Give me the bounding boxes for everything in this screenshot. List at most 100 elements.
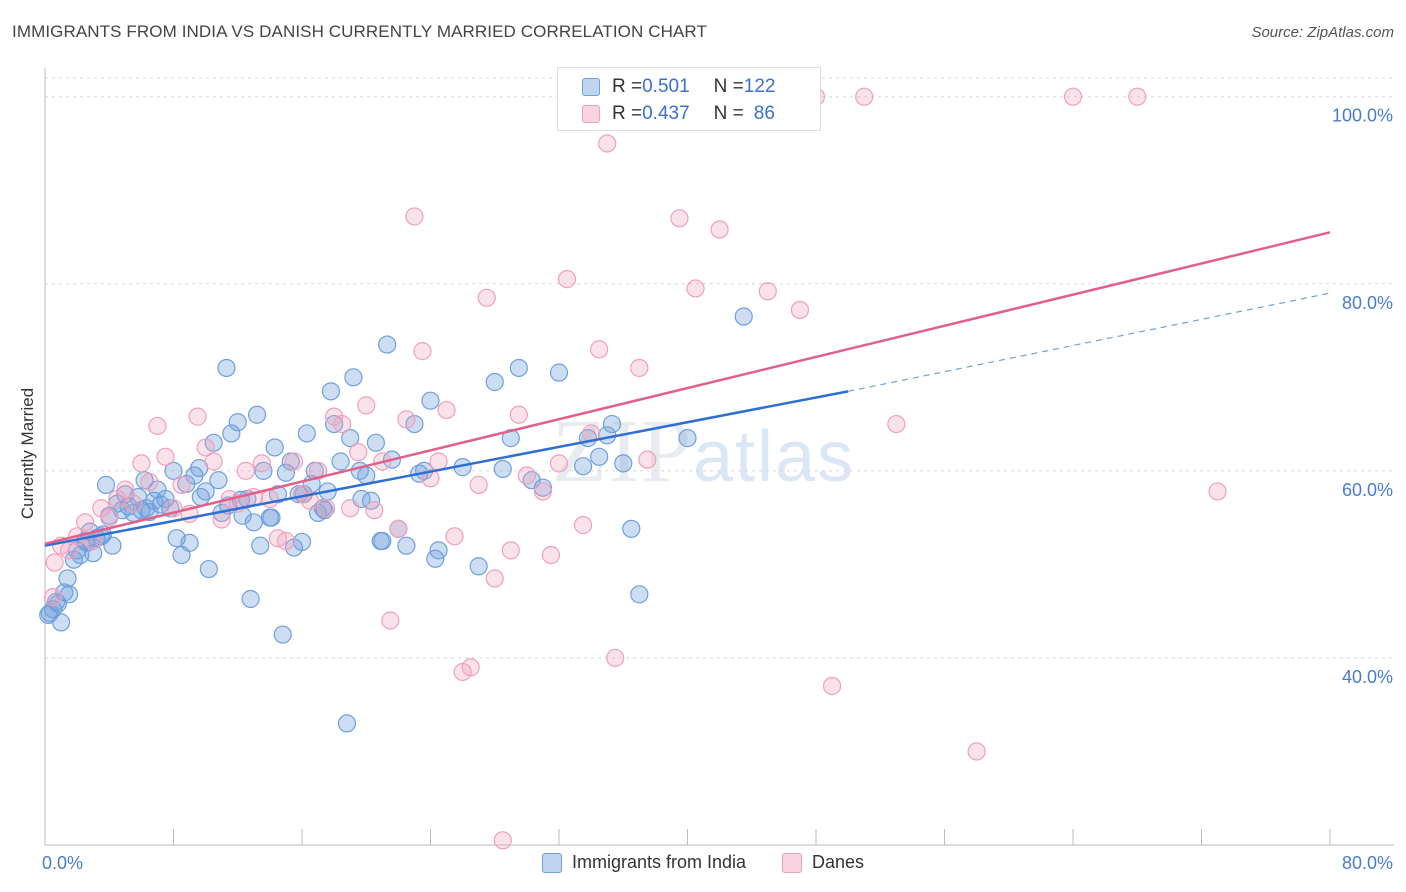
- danes-point: [389, 519, 408, 538]
- danes-point: [140, 472, 159, 492]
- india-point: [199, 559, 218, 579]
- india-point: [191, 487, 210, 507]
- india-point: [251, 536, 270, 555]
- legend-swatch-india: [582, 78, 600, 96]
- danes-point: [365, 501, 384, 520]
- india-point: [734, 307, 753, 326]
- india-point: [321, 382, 341, 401]
- india-point: [262, 508, 281, 527]
- danes-point: [236, 461, 255, 480]
- grid-lines: [45, 77, 1394, 659]
- axes: [44, 68, 1394, 846]
- india-point: [331, 452, 350, 471]
- danes-point: [188, 407, 207, 426]
- danes-point: [638, 450, 657, 469]
- india-point: [357, 466, 376, 485]
- india-point: [485, 372, 504, 392]
- india-point: [549, 363, 569, 382]
- danes-point: [421, 469, 440, 488]
- danes-point: [196, 438, 215, 457]
- danes-point: [855, 87, 874, 106]
- legend-r-value: 0.501: [642, 76, 690, 97]
- danes-point: [349, 443, 368, 462]
- danes-point: [501, 541, 520, 560]
- y-tick-label: 80.0%: [1342, 293, 1393, 313]
- y-tick-label: 60.0%: [1342, 480, 1393, 500]
- india-point: [341, 429, 360, 448]
- danes-point: [413, 342, 432, 361]
- india-point: [509, 358, 528, 378]
- danes-point: [308, 461, 328, 480]
- danes-point: [276, 531, 296, 551]
- trend-lines: [44, 231, 1331, 547]
- danes-point: [598, 134, 617, 153]
- legend-item-india[interactable]: Immigrants from India: [541, 852, 746, 873]
- danes-point: [437, 400, 456, 420]
- tick-labels: 40.0% 60.0% 80.0% 100.0% 0.0% 80.0% Currently …: [18, 106, 1393, 873]
- india-point: [228, 413, 247, 432]
- x-tick-label-min: 0.0%: [42, 853, 83, 873]
- y-tick-label: 100.0%: [1332, 106, 1393, 126]
- legend-row-india: R = 0.501 N = 122: [582, 74, 775, 100]
- india-point: [209, 471, 228, 490]
- india-point: [622, 519, 641, 538]
- india-point: [469, 557, 488, 576]
- legend-n-value: 86: [753, 103, 775, 124]
- legend-n-label: N =: [713, 76, 744, 97]
- danes-point: [148, 416, 167, 436]
- india-point: [373, 531, 392, 551]
- danes-point: [686, 279, 705, 298]
- legend-r-label: R =: [612, 76, 643, 97]
- danes-point: [822, 676, 842, 696]
- india-point: [180, 533, 199, 552]
- india-point: [590, 447, 609, 466]
- danes-point: [116, 480, 135, 499]
- danes-trend-line: [44, 231, 1331, 546]
- legend-row-danes: R = 0.437 N = 86: [582, 101, 775, 127]
- india-point: [602, 414, 622, 434]
- danes-point: [381, 611, 400, 630]
- danes-point: [590, 340, 609, 359]
- danes-point: [887, 414, 906, 434]
- danes-point: [485, 569, 504, 588]
- danes-point: [156, 447, 175, 466]
- danes-point: [758, 282, 777, 301]
- india-point: [273, 625, 292, 644]
- y-axis-label: Currently Married: [18, 388, 37, 519]
- danes-point: [1208, 482, 1227, 501]
- danes-point: [132, 454, 151, 473]
- india-point: [366, 433, 385, 452]
- stats-legend: R = 0.501 N = 122 R = 0.437 N = 86: [557, 67, 821, 131]
- india-point: [247, 405, 267, 424]
- danes-point: [461, 658, 480, 677]
- danes-point: [76, 513, 95, 532]
- india-point: [222, 424, 241, 443]
- danes-point: [790, 300, 810, 320]
- danes-point: [1063, 87, 1083, 106]
- india-point: [164, 461, 183, 480]
- watermark: ZIPatlas: [552, 400, 855, 503]
- danes-point: [710, 220, 729, 239]
- india-point: [217, 358, 236, 378]
- india-point: [265, 438, 284, 457]
- series-danes-points: [43, 87, 1227, 850]
- danes-point: [45, 553, 64, 572]
- legend-item-danes[interactable]: Danes: [782, 852, 864, 873]
- danes-point: [357, 396, 376, 415]
- danes-point: [557, 270, 577, 289]
- chart-title: IMMIGRANTS FROM INDIA VS DANISH CURRENTL…: [12, 22, 707, 41]
- danes-point: [172, 475, 191, 494]
- danes-point: [333, 414, 352, 434]
- danes-point: [429, 452, 448, 471]
- source-label: Source: ZipAtlas.com: [1251, 24, 1394, 41]
- legend-label-danes: Danes: [812, 852, 865, 872]
- danes-point: [397, 410, 416, 429]
- danes-point: [533, 482, 553, 501]
- legend-swatch-danes: [782, 852, 803, 873]
- india-point: [573, 457, 593, 476]
- india-point: [429, 541, 448, 560]
- y-tick-label: 40.0%: [1342, 667, 1393, 687]
- danes-point: [549, 454, 569, 473]
- india-point: [196, 482, 215, 501]
